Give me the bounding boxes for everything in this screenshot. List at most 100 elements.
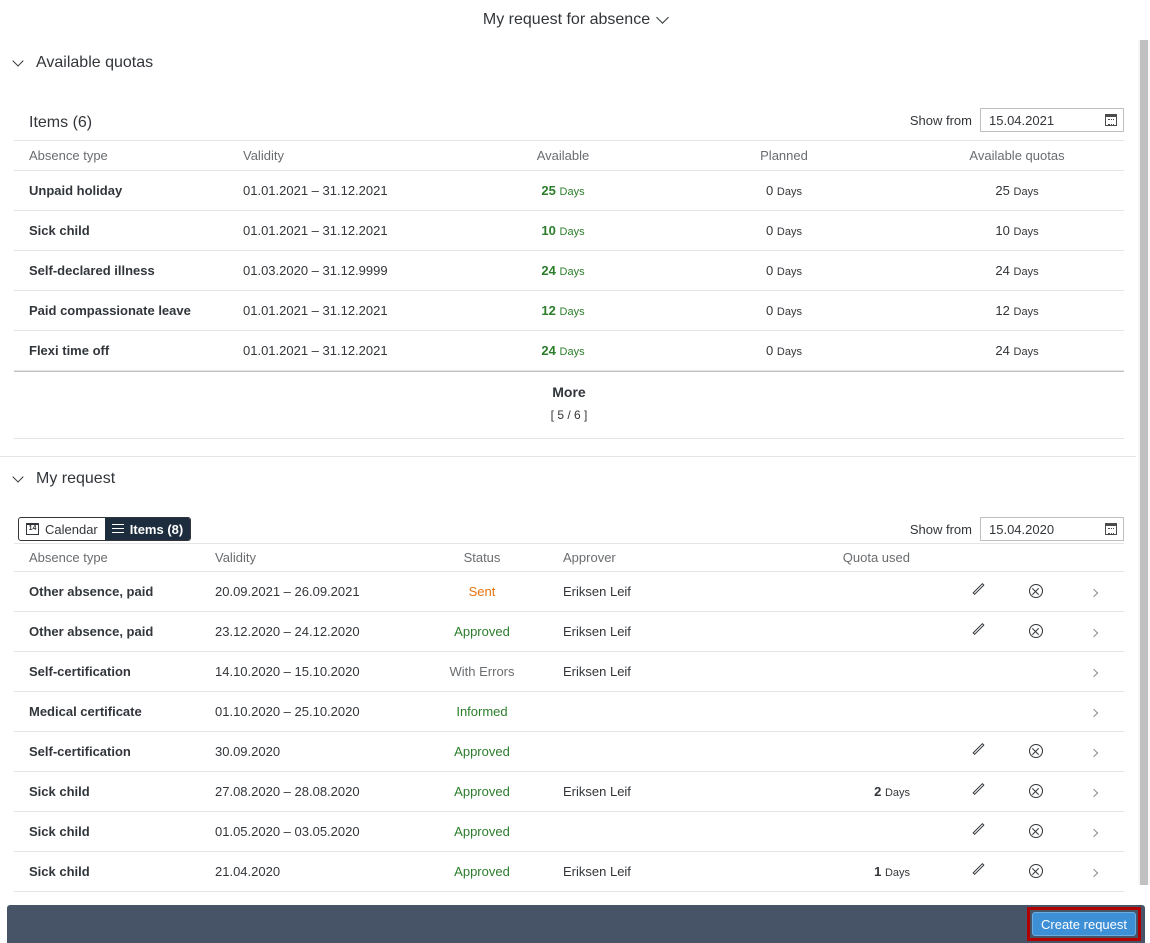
- quotas-cell: 10 Days: [910, 210, 1124, 251]
- cancel-icon[interactable]: [1029, 784, 1043, 799]
- more-count: [ 5 / 6 ]: [550, 408, 588, 422]
- absence-type: Self-declared illness: [14, 250, 228, 291]
- cancel-icon[interactable]: [1029, 624, 1043, 639]
- quotas-section-title: Available quotas: [36, 54, 154, 71]
- chevron-right-icon[interactable]: [1089, 828, 1099, 837]
- cancel-cell: [1008, 851, 1064, 892]
- validity: 01.05.2020 – 03.05.2020: [200, 811, 416, 852]
- chevron-down-icon: [12, 54, 24, 67]
- table-row: Flexi time off 01.01.2021 – 31.12.2021 24 …: [14, 330, 1124, 371]
- chevron-right-icon[interactable]: [1089, 788, 1099, 797]
- available-cell: 24 Days: [468, 250, 658, 291]
- edit-icon[interactable]: [971, 582, 985, 596]
- unit: Days: [559, 346, 585, 358]
- table-row[interactable]: Self-certification 30.09.2020 Approved: [14, 731, 1124, 772]
- more-trigger[interactable]: More [ 5 / 6 ]: [14, 371, 1124, 439]
- table-row[interactable]: Other absence, paid 20.09.2021 – 26.09.20…: [14, 571, 1124, 612]
- quota-used: 2 Days: [762, 771, 948, 812]
- planned-value: 0: [766, 303, 774, 318]
- quotas-value: 24: [995, 343, 1010, 358]
- date-value[interactable]: 15.04.2020: [989, 521, 1055, 537]
- navigation-cell: [1064, 851, 1124, 892]
- cancel-icon[interactable]: [1029, 744, 1043, 759]
- approver: [548, 691, 762, 732]
- chevron-right-icon[interactable]: [1089, 668, 1099, 677]
- column-header: Absence type: [14, 543, 200, 572]
- quotas-date-picker[interactable]: 15.04.2021: [980, 108, 1124, 132]
- status: Informed: [416, 691, 548, 732]
- chevron-right-icon[interactable]: [1089, 628, 1099, 637]
- table-row[interactable]: Sick child 21.04.2020 Approved Eriksen Leif…: [14, 851, 1124, 892]
- create-request-highlight: Create request: [1027, 907, 1141, 941]
- requests-toolbar: 14 Calendar Items (8) Show from 15.04.20…: [14, 517, 1124, 542]
- validity: 01.01.2021 – 31.12.2021: [228, 210, 468, 251]
- cancel-icon[interactable]: [1029, 824, 1043, 839]
- quota-used: 1 Days: [762, 851, 948, 892]
- approver: Eriksen Leif: [548, 771, 762, 812]
- unit: Days: [776, 346, 802, 358]
- edit-cell: [948, 691, 1008, 732]
- edit-icon[interactable]: [971, 822, 985, 836]
- scrollbar[interactable]: [1138, 40, 1150, 885]
- cancel-cell: [1008, 691, 1064, 732]
- date-value[interactable]: 15.04.2021: [989, 112, 1055, 128]
- edit-icon[interactable]: [971, 742, 985, 756]
- calendar-icon[interactable]: [1105, 114, 1117, 126]
- more-label[interactable]: More: [552, 384, 586, 400]
- absence-type: Other absence, paid: [14, 571, 200, 612]
- requests-date-picker[interactable]: 15.04.2020: [980, 517, 1124, 541]
- items-view-button[interactable]: Items (8): [104, 518, 191, 540]
- edit-icon[interactable]: [971, 862, 985, 876]
- chevron-down-icon: [12, 470, 24, 483]
- edit-icon[interactable]: [971, 782, 985, 796]
- unit: Days: [1013, 346, 1039, 358]
- table-row[interactable]: Medical certificate 01.10.2020 – 25.10.20…: [14, 691, 1124, 732]
- calendar-view-button[interactable]: 14 Calendar: [19, 518, 105, 540]
- table-row[interactable]: Sick child 01.05.2020 – 03.05.2020 Approve…: [14, 811, 1124, 852]
- cancel-icon[interactable]: [1029, 864, 1043, 879]
- table-row[interactable]: Sick child 27.08.2020 – 28.08.2020 Approve…: [14, 771, 1124, 812]
- table-header-row: Absence type Validity Status Approver Qu…: [14, 543, 1124, 572]
- unit: Days: [776, 306, 802, 318]
- show-from-label: Show from: [909, 112, 972, 128]
- quotas-cell: 24 Days: [910, 330, 1124, 371]
- table-row[interactable]: Self-certification 14.10.2020 – 15.10.202…: [14, 651, 1124, 692]
- requests-section-toggle[interactable]: My request: [12, 470, 116, 488]
- cancel-cell: [1008, 571, 1064, 612]
- requests-section-title: My request: [36, 470, 116, 487]
- validity: 21.04.2020: [200, 851, 416, 892]
- cancel-cell: [1008, 651, 1064, 692]
- table-row: Self-declared illness 01.03.2020 – 31.12.…: [14, 250, 1124, 291]
- absence-type: Sick child: [14, 851, 200, 892]
- quotas-value: 24: [995, 263, 1010, 278]
- cancel-icon[interactable]: [1029, 584, 1043, 599]
- planned-cell: 0 Days: [658, 330, 910, 371]
- approver: Eriksen Leif: [548, 651, 762, 692]
- calendar-icon[interactable]: [1105, 523, 1117, 535]
- quotas-section-toggle[interactable]: Available quotas: [12, 54, 154, 72]
- edit-cell: [948, 651, 1008, 692]
- quotas-table-card: Items (6) Show from 15.04.2021 Absence t…: [14, 108, 1124, 439]
- available-value: 12: [541, 303, 556, 318]
- validity: 23.12.2020 – 24.12.2020: [200, 611, 416, 652]
- status: Sent: [416, 571, 548, 612]
- unit: Days: [1013, 306, 1039, 318]
- available-cell: 12 Days: [468, 290, 658, 331]
- edit-icon[interactable]: [971, 622, 985, 636]
- chevron-right-icon[interactable]: [1089, 588, 1099, 597]
- scrollbar-thumb[interactable]: [1140, 40, 1148, 885]
- page-title-menu[interactable]: My request for absence: [483, 11, 669, 29]
- calendar-view-label: Calendar: [45, 521, 98, 537]
- unit: Days: [776, 266, 802, 278]
- edit-cell: [948, 611, 1008, 652]
- navigation-cell: [1064, 571, 1124, 612]
- create-request-button[interactable]: Create request: [1032, 912, 1136, 936]
- chevron-right-icon[interactable]: [1089, 868, 1099, 877]
- chevron-right-icon[interactable]: [1089, 708, 1099, 717]
- quotas-items-title: Items (6): [29, 114, 93, 131]
- table-row[interactable]: Other absence, paid 23.12.2020 – 24.12.20…: [14, 611, 1124, 652]
- quota-used: [762, 731, 948, 772]
- quota-used: [762, 651, 948, 692]
- section-divider: [0, 456, 1136, 457]
- chevron-right-icon[interactable]: [1089, 748, 1099, 757]
